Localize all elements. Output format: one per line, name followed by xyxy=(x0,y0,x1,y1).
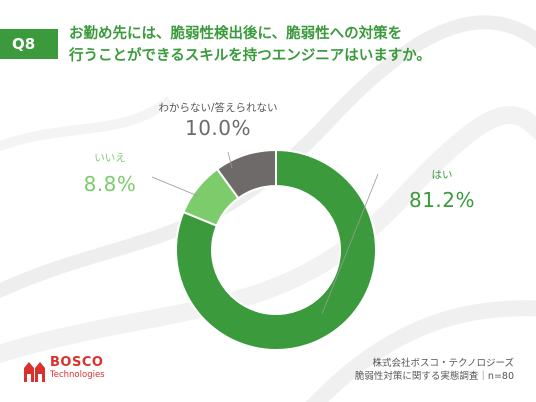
slice-label-no: いいえ xyxy=(94,152,126,164)
footer-survey-info: 脆弱性対策に関する実態調査｜n=80 xyxy=(354,371,514,382)
bosco-house-logo-icon xyxy=(24,362,45,382)
leader-line xyxy=(227,151,233,169)
question-title-line-2: 行うことができるスキルを持つエンジニアはいますか。 xyxy=(69,48,431,64)
footer-source: 株式会社ボスコ・テクノロジーズ 脆弱性対策に関する実態調査｜n=80 xyxy=(355,357,514,383)
slice-value-yes: 81.2% xyxy=(408,188,476,212)
leader-line xyxy=(151,176,199,197)
logo-name: BOSCO xyxy=(50,355,104,370)
slice-dont-know xyxy=(215,148,277,200)
slice-label-dont-know: わからない/答えられない xyxy=(158,102,278,114)
logo-subtitle: Technologies xyxy=(50,370,105,380)
question-title: お勤め先には、脆弱性検出後に、脆弱性への対策を 行うことができるスキルを持つエン… xyxy=(69,23,509,67)
question-title-line-1: お勤め先には、脆弱性検出後に、脆弱性への対策を xyxy=(69,26,403,42)
slice-value-no: 8.8% xyxy=(83,172,137,196)
question-number-badge: Q8 xyxy=(0,29,58,59)
leader-line xyxy=(321,173,379,315)
slice-label-yes: はい xyxy=(431,169,453,181)
slice-value-dont-know: 10.0% xyxy=(184,116,252,140)
slice-yes xyxy=(175,148,377,351)
footer-company: 株式会社ボスコ・テクノロジーズ xyxy=(372,358,514,369)
